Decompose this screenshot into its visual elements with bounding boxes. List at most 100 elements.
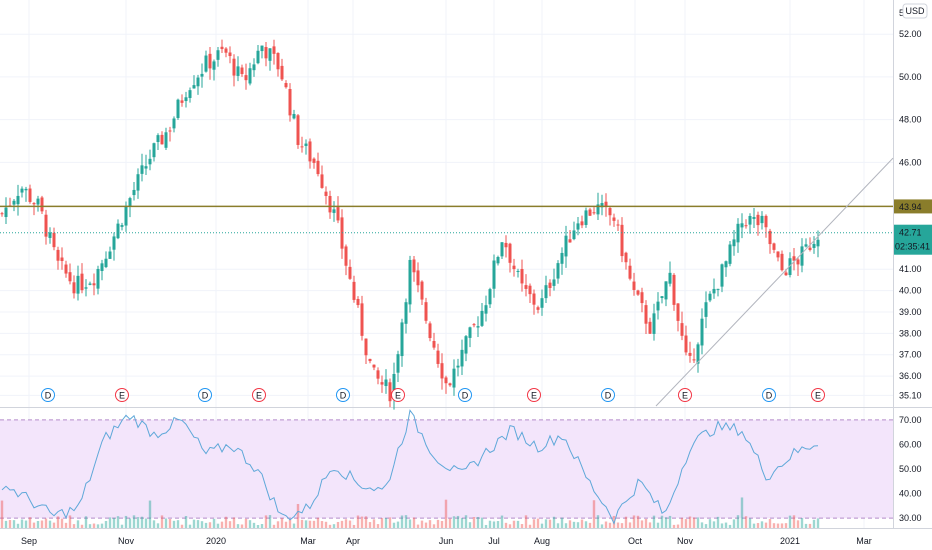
volume-bar bbox=[252, 522, 256, 528]
candle-up bbox=[84, 287, 88, 289]
earnings-marker[interactable] bbox=[115, 388, 129, 402]
candle-up bbox=[164, 132, 168, 148]
earnings-marker[interactable] bbox=[252, 388, 266, 402]
volume-bar bbox=[224, 516, 228, 528]
volume-bar bbox=[320, 521, 324, 528]
dividend-marker[interactable] bbox=[762, 388, 776, 402]
volume-bar bbox=[96, 524, 100, 528]
currency-badge[interactable] bbox=[902, 3, 928, 19]
volume-bar bbox=[356, 515, 360, 528]
volume-bar bbox=[816, 518, 820, 528]
candle-up bbox=[668, 272, 672, 284]
volume-bar bbox=[804, 523, 808, 528]
candle-up bbox=[468, 327, 472, 338]
volume-bar bbox=[396, 521, 400, 528]
candle-down bbox=[52, 232, 56, 248]
candle-up bbox=[540, 298, 544, 308]
candle-down bbox=[784, 272, 788, 276]
dividend-marker[interactable] bbox=[458, 388, 472, 402]
candle-down bbox=[308, 141, 312, 162]
candle-down bbox=[64, 264, 68, 274]
candle-up bbox=[260, 45, 264, 52]
volume-bar bbox=[624, 516, 628, 528]
volume-bar bbox=[192, 519, 196, 528]
volume-bar bbox=[324, 521, 328, 528]
candle-up bbox=[408, 259, 412, 305]
earnings-marker[interactable] bbox=[678, 388, 692, 402]
volume-bar bbox=[696, 517, 700, 528]
candle-down bbox=[448, 383, 452, 386]
candle-up bbox=[152, 143, 156, 158]
volume-bar bbox=[276, 521, 280, 528]
trend-line[interactable] bbox=[655, 157, 894, 407]
earnings-marker[interactable] bbox=[527, 388, 541, 402]
candle-up bbox=[24, 188, 28, 191]
volume-bar bbox=[312, 520, 316, 528]
candle-down bbox=[796, 259, 800, 265]
candle-down bbox=[416, 270, 420, 286]
volume-bar bbox=[468, 522, 472, 528]
candle-up bbox=[196, 77, 200, 87]
candle-down bbox=[680, 323, 684, 336]
dividend-marker-label: D bbox=[202, 391, 209, 401]
volume-bar bbox=[692, 517, 696, 528]
candle-down bbox=[588, 209, 592, 216]
earnings-marker[interactable] bbox=[811, 388, 825, 402]
candle-up bbox=[112, 236, 116, 250]
candle-up bbox=[572, 230, 576, 240]
volume-bar bbox=[360, 516, 364, 528]
candle-up bbox=[20, 188, 24, 193]
candle-down bbox=[300, 146, 304, 148]
earnings-marker-label: E bbox=[815, 391, 821, 401]
candle-up bbox=[552, 279, 556, 286]
dividend-marker[interactable] bbox=[336, 388, 350, 402]
currency-badge-label: USD bbox=[905, 6, 925, 16]
candle-down bbox=[628, 265, 632, 279]
candle-down bbox=[288, 89, 292, 116]
candle-down bbox=[676, 303, 680, 321]
candle-down bbox=[324, 191, 328, 196]
earnings-marker[interactable] bbox=[391, 388, 405, 402]
volume-bar bbox=[484, 524, 488, 528]
candle-down bbox=[284, 83, 288, 88]
candle-up bbox=[496, 257, 500, 264]
candle-up bbox=[708, 293, 712, 301]
candle-down bbox=[808, 247, 812, 250]
price-axis-tick: 46.00 bbox=[899, 157, 922, 167]
candle-up bbox=[188, 90, 192, 98]
candle-up bbox=[156, 135, 160, 142]
volume-bar bbox=[412, 517, 416, 528]
candle-up bbox=[200, 73, 204, 77]
candle-up bbox=[584, 210, 588, 225]
candle-up bbox=[216, 50, 220, 60]
earnings-marker-label: E bbox=[395, 391, 401, 401]
candle-up bbox=[36, 198, 40, 205]
volume-bar bbox=[724, 522, 728, 528]
dividend-marker[interactable] bbox=[198, 388, 212, 402]
candle-down bbox=[380, 382, 384, 385]
earnings-marker-label: E bbox=[119, 391, 125, 401]
candle-up bbox=[576, 223, 580, 230]
volume-bar bbox=[416, 524, 420, 528]
price-axis-tick: 40.00 bbox=[899, 286, 922, 296]
candle-up bbox=[16, 195, 20, 205]
candle-down bbox=[780, 253, 784, 271]
price-axis-tick: 41.00 bbox=[899, 264, 922, 274]
dividend-marker[interactable] bbox=[601, 388, 615, 402]
dividend-marker[interactable] bbox=[41, 388, 55, 402]
candle-up bbox=[140, 165, 144, 174]
volume-bar bbox=[784, 523, 788, 528]
volume-bar bbox=[400, 515, 404, 528]
volume-bar bbox=[32, 522, 36, 528]
volume-bar bbox=[336, 521, 340, 528]
candle-up bbox=[460, 349, 464, 367]
time-axis-label: Apr bbox=[346, 536, 360, 546]
volume-bar bbox=[116, 516, 120, 528]
volume-bar bbox=[664, 517, 668, 528]
volume-bar bbox=[516, 520, 520, 528]
volume-bar bbox=[184, 515, 188, 528]
candle-up bbox=[144, 166, 148, 169]
volume-bar bbox=[112, 517, 116, 528]
